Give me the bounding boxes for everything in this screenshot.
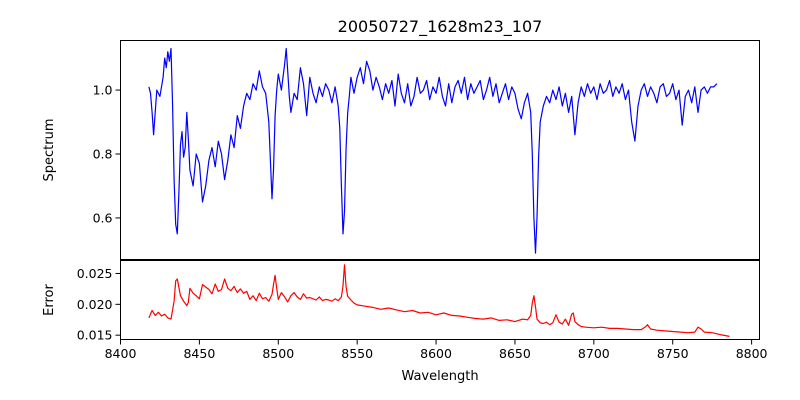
spectrum-y-tick-label: 0.6 [93,210,113,225]
error-y-tick-label: 0.015 [77,328,113,343]
error-plot-area [120,260,760,340]
spectrum-y-tick-label: 1.0 [93,83,113,98]
x-tick-label: 8450 [183,346,215,361]
error-y-tick-label: 0.025 [77,266,113,281]
error-y-axis-label: Error [42,284,57,316]
x-axis-label: Wavelength [401,369,478,384]
spectrum-y-tick-label: 0.8 [93,146,113,161]
x-tick-label: 8600 [420,346,452,361]
x-tick-label: 8750 [657,346,689,361]
x-axis-ticks: 8400 8450 8500 8550 8600 8650 8700 8750 8800 [105,339,768,361]
spectrum-series-line [148,47,718,254]
spectrum-y-ticks: 0.6 0.8 1.0 [93,83,121,225]
spectrum-plot-area [120,40,760,260]
spectrum-panel: 0.6 0.8 1.0 Spectrum [42,40,760,260]
chart-title: 20050727_1628m23_107 [338,17,543,37]
x-tick-label: 8550 [341,346,373,361]
spectrum-y-axis-label: Spectrum [42,119,57,182]
error-y-ticks: 0.015 0.020 0.025 [77,266,121,343]
x-tick-label: 8400 [105,346,137,361]
error-y-tick-label: 0.020 [77,297,113,312]
x-tick-label: 8650 [499,346,531,361]
error-panel: 0.015 0.020 0.025 Error [42,260,760,343]
x-tick-label: 8800 [736,346,768,361]
x-tick-label: 8700 [578,346,610,361]
error-series-line [148,264,730,337]
x-tick-label: 8500 [262,346,294,361]
